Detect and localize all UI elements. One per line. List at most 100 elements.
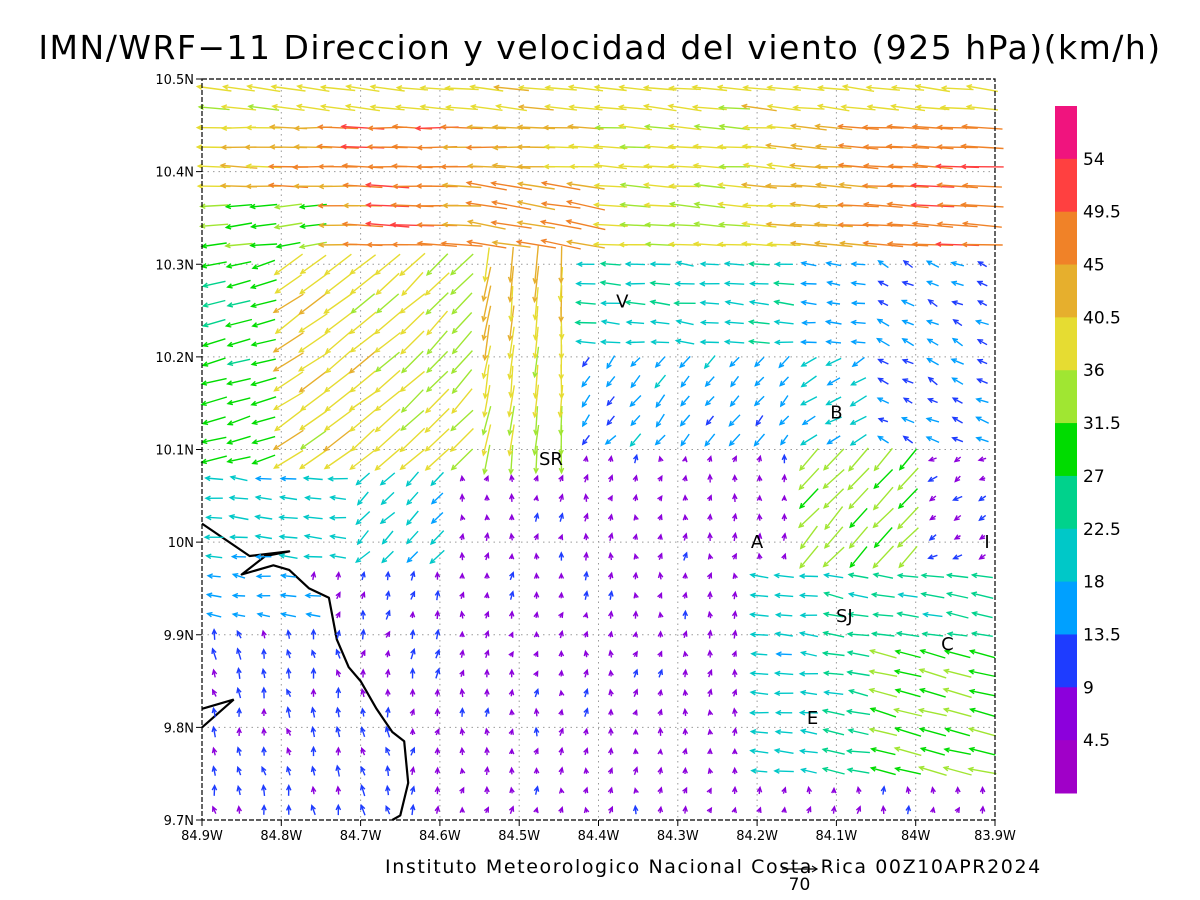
wind-vector xyxy=(285,784,292,796)
wind-vector-head xyxy=(800,260,807,267)
wind-vector xyxy=(434,667,441,679)
wind-vector-head xyxy=(532,277,538,285)
wind-vector xyxy=(918,668,947,679)
wind-vector-head xyxy=(374,269,381,276)
wind-vector xyxy=(533,707,540,717)
wind-vector xyxy=(798,592,818,599)
wind-vector xyxy=(789,201,828,209)
wind-vector-shaft xyxy=(928,299,938,308)
wind-vector-shaft xyxy=(250,203,278,208)
wind-vector-shaft xyxy=(230,496,249,500)
wind-vector xyxy=(409,727,416,736)
wind-vector xyxy=(887,163,928,170)
wind-vector xyxy=(750,651,768,657)
wind-vector-shaft xyxy=(718,86,752,92)
wind-vector xyxy=(607,786,614,794)
wind-vector-shaft xyxy=(920,649,946,659)
wind-vector xyxy=(798,748,818,755)
wind-vector xyxy=(682,513,689,521)
wind-vector-head xyxy=(918,687,926,694)
wind-vector-head xyxy=(349,426,356,432)
wind-vector-shaft xyxy=(887,223,929,228)
wind-vector-head xyxy=(654,382,661,389)
wind-vector-head xyxy=(298,203,306,210)
wind-vector-shaft xyxy=(729,356,740,367)
wind-vector xyxy=(342,182,383,189)
wind-vector-shaft xyxy=(951,262,965,267)
wind-vector-shaft xyxy=(470,85,504,92)
wind-vector-shaft xyxy=(680,414,691,426)
wind-vector-head xyxy=(619,182,627,188)
wind-vector xyxy=(195,84,232,92)
wind-vector-shaft xyxy=(894,708,923,717)
wind-vector-head xyxy=(426,329,433,336)
wind-vector xyxy=(675,260,694,267)
wind-vector xyxy=(350,428,375,452)
wind-vector-head xyxy=(379,479,386,486)
wind-vector-shaft xyxy=(582,356,590,367)
wind-vector xyxy=(608,805,614,814)
wind-vector-head xyxy=(335,648,341,655)
wind-vector xyxy=(757,552,763,560)
wind-vector xyxy=(385,668,391,678)
wind-vector-head xyxy=(914,83,922,90)
wind-vector-head xyxy=(481,429,488,436)
wind-vector-shaft xyxy=(366,222,410,228)
wind-vector-shaft xyxy=(620,223,651,227)
wind-vector xyxy=(481,266,492,303)
wind-vector-head xyxy=(838,240,846,247)
wind-vector-head xyxy=(533,670,539,677)
wind-vector xyxy=(583,473,589,483)
wind-vector xyxy=(558,474,564,482)
wind-vector-shaft xyxy=(668,105,702,112)
wind-vector xyxy=(977,261,988,268)
wind-vector-head xyxy=(928,495,936,502)
wind-vector xyxy=(753,433,766,447)
wind-vector-shaft xyxy=(630,395,642,407)
wind-vector xyxy=(400,330,425,355)
wind-vector xyxy=(434,728,440,736)
wind-vector-shaft xyxy=(826,320,842,325)
wind-vector xyxy=(254,533,273,540)
wind-vector-shaft xyxy=(895,689,921,698)
wind-vector xyxy=(699,261,719,267)
wind-vector xyxy=(868,669,898,677)
wind-vector-head xyxy=(773,690,781,697)
wind-vector-shaft xyxy=(237,688,242,699)
wind-vector xyxy=(381,530,394,545)
wind-vector-head xyxy=(917,765,925,772)
wind-vector-shaft xyxy=(843,85,875,92)
wind-vector xyxy=(440,124,483,130)
wind-vector-head xyxy=(608,805,614,813)
wind-vector-head xyxy=(798,484,805,491)
wind-vector xyxy=(976,280,988,287)
wind-vector-shaft xyxy=(800,434,818,446)
wind-vector xyxy=(825,339,842,345)
wind-vector-shaft xyxy=(425,408,450,433)
wind-vector xyxy=(466,124,507,130)
wind-vector xyxy=(484,746,490,756)
wind-vector-head xyxy=(877,280,884,286)
colorbar-label: 36 xyxy=(1083,361,1105,381)
wind-vector-shaft xyxy=(325,350,351,373)
wind-vector-head xyxy=(848,465,854,472)
wind-vector-head xyxy=(565,219,572,225)
wind-vector xyxy=(533,474,539,482)
wind-vector-shaft xyxy=(441,242,483,247)
wind-vector-head xyxy=(877,435,884,442)
wind-vector-shaft xyxy=(774,282,795,286)
wind-vector-shaft xyxy=(863,185,904,188)
wind-vector-head xyxy=(539,219,547,226)
wind-vector xyxy=(870,631,895,637)
wind-vector-shaft xyxy=(791,242,828,248)
wind-vector xyxy=(850,300,866,306)
wind-vector xyxy=(657,552,663,560)
wind-vector-shaft xyxy=(877,397,890,404)
wind-vector-shaft xyxy=(482,305,492,340)
wind-vector xyxy=(430,511,444,525)
wind-vector-shaft xyxy=(902,378,914,384)
wind-vector-head xyxy=(945,591,953,598)
wind-vector-head xyxy=(385,765,391,772)
wind-vector xyxy=(459,806,466,813)
wind-vector-head xyxy=(600,319,608,325)
